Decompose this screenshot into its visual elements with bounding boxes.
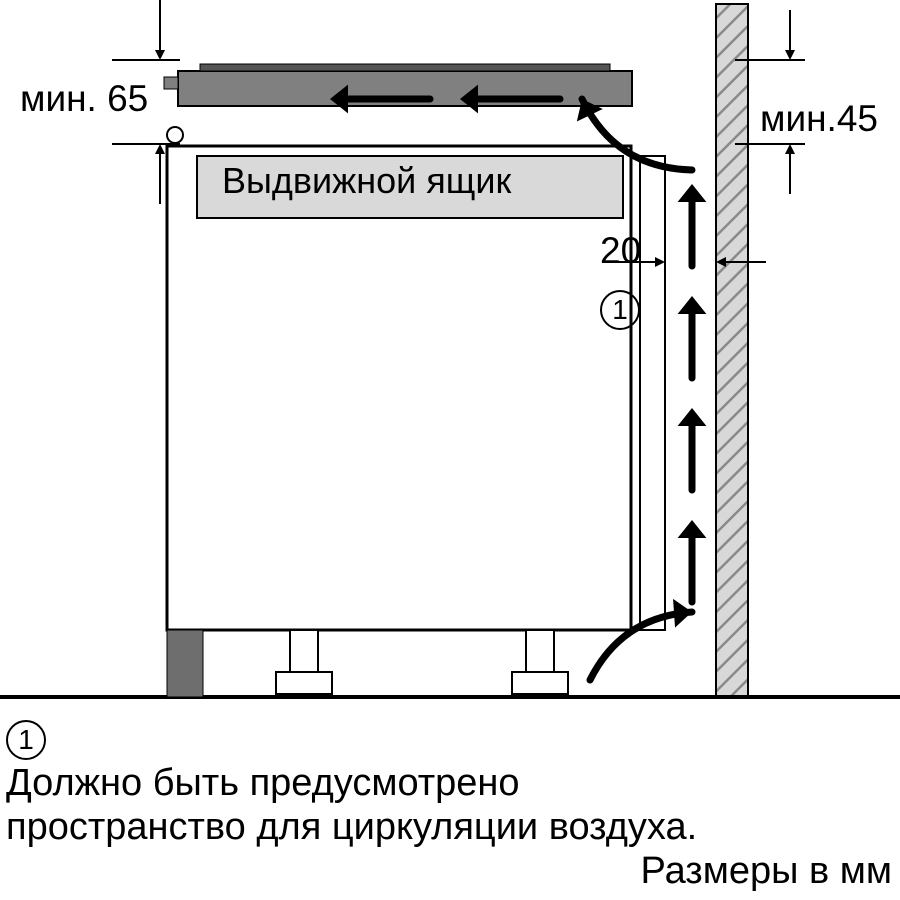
footnote-marker-text: 1	[18, 724, 34, 756]
callout-1-marker: 1	[600, 290, 640, 330]
label-drawer: Выдвижной ящик	[222, 162, 511, 200]
footnote-caption: Должно быть предусмотрено пространство д…	[6, 762, 697, 849]
footnote-marker: 1	[6, 720, 46, 760]
callout-1-text: 1	[612, 294, 628, 326]
label-min-45: мин.45	[760, 100, 878, 139]
label-gap-20: 20	[600, 232, 641, 271]
label-min-65: мин. 65	[20, 80, 148, 119]
units-caption: Размеры в мм	[641, 850, 892, 894]
diagram-root: мин. 65 мин.45 20 Выдвижной ящик 1 1 Дол…	[0, 0, 900, 900]
